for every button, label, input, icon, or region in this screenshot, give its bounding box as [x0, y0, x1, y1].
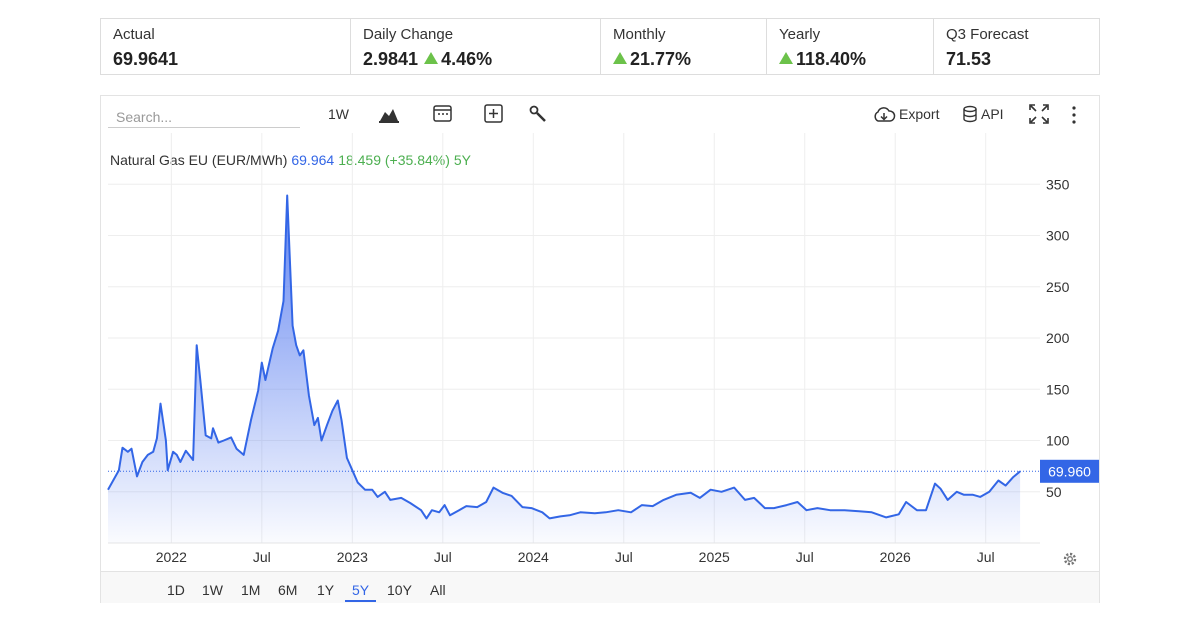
gear-icon[interactable] [1063, 552, 1077, 566]
stat-label: Q3 Forecast [946, 26, 1029, 43]
stat-label: Daily Change [363, 26, 454, 43]
y-tick-label: 200 [1046, 330, 1070, 346]
stat: Monthly 21.77% [601, 19, 767, 74]
stat-value: 69.9641 [113, 49, 179, 69]
x-tick-label: 2025 [699, 549, 730, 565]
range-button[interactable]: 1W [202, 582, 223, 598]
stat-label: Actual [113, 26, 155, 43]
x-tick-label: Jul [253, 549, 271, 565]
y-tick-label: 150 [1046, 381, 1070, 397]
api-icon[interactable] [962, 105, 978, 123]
current-value-box [1040, 459, 1099, 483]
export-icon[interactable] [872, 106, 896, 124]
stat-value: 118.40% [779, 49, 933, 70]
stat-change: 21.77% [630, 49, 692, 69]
range-button[interactable]: 1D [167, 582, 185, 598]
up-arrow [779, 52, 793, 64]
stat: Daily Change 2.9841 4.46% [351, 19, 601, 74]
x-tick-label: 2026 [880, 549, 911, 565]
range-bar: 1D 1W 1M 6M 1Y 5Y 10Y All [101, 571, 1099, 603]
x-tick-label: 2024 [518, 549, 549, 565]
up-arrow [613, 52, 627, 64]
interval-button[interactable]: 1W [328, 106, 349, 122]
range-button[interactable]: 10Y [387, 582, 412, 598]
x-tick-label: Jul [977, 549, 995, 565]
stat: Q3 Forecast 71.53 [934, 19, 1099, 74]
chart-type-icon[interactable] [378, 104, 400, 124]
add-icon[interactable] [483, 104, 505, 124]
line [107, 194, 1021, 520]
calendar-icon[interactable] [432, 103, 454, 123]
legend-last: 69.964 [291, 152, 334, 168]
x-tick-label: 2022 [156, 549, 187, 565]
stat-number: 2.9841 [363, 49, 419, 69]
stats-bar: Actual 69.9641 Daily Change 2.9841 4.46% … [100, 18, 1100, 75]
stat-label: Monthly [613, 26, 666, 43]
range-button[interactable]: 5Y [345, 582, 377, 602]
legend-change: 18.459 (+35.84%) [338, 152, 450, 168]
x-tick-label: Jul [796, 549, 814, 565]
current-value-label: 69.960 [1048, 463, 1091, 479]
settings-tool-icon[interactable] [529, 105, 549, 125]
y-tick-label: 350 [1046, 176, 1070, 192]
area [108, 195, 1021, 543]
y-tick-label: 100 [1046, 433, 1070, 449]
export-button[interactable]: Export [899, 106, 940, 122]
range-button[interactable]: All [430, 582, 446, 598]
fullscreen-icon[interactable] [1029, 104, 1049, 124]
stat-value: 21.77% [613, 49, 766, 70]
x-tick-label: Jul [615, 549, 633, 565]
up-arrow [424, 52, 439, 64]
x-tick-label: Jul [434, 549, 452, 565]
legend: Natural Gas EU (EUR/MWh) 69.964 18.459 (+3… [110, 152, 472, 168]
stat: Yearly 118.40% [767, 19, 934, 74]
range-button[interactable]: 1Y [317, 582, 335, 598]
stat-value: 71.53 [946, 49, 992, 69]
legend-period: 5Y [454, 152, 472, 168]
stat-label: Yearly [779, 26, 821, 43]
y-tick-label: 50 [1046, 484, 1062, 500]
search-input[interactable]: Search... [108, 104, 300, 128]
chart: Natural Gas EU (EUR/MWh) 69.964 18.459 (+3… [107, 133, 1099, 566]
x-tick-label: 2023 [337, 549, 368, 565]
stat-change: 4.46% [441, 49, 493, 69]
y-tick-label: 300 [1046, 228, 1070, 244]
more-icon[interactable] [1068, 105, 1080, 125]
stat-value: 2.9841 4.46% [363, 49, 600, 70]
range-button[interactable]: 1M [241, 582, 261, 598]
legend-title: Natural Gas EU (EUR/MWh) [110, 152, 287, 168]
y-tick-label: 250 [1046, 279, 1070, 295]
stat-change: 118.40% [796, 49, 867, 69]
stat: Actual 69.9641 [101, 19, 351, 74]
api-button[interactable]: API [981, 106, 1004, 122]
range-button[interactable]: 6M [278, 582, 298, 598]
